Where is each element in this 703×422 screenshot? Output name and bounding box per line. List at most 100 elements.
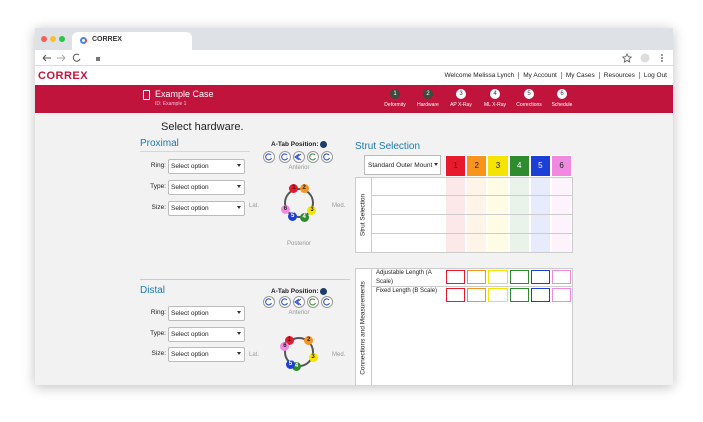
strut-header[interactable]: 1 — [445, 155, 467, 177]
field-label: Ring: — [150, 309, 166, 316]
med-label: Med. — [332, 203, 346, 209]
anterior-label: Anterior — [288, 165, 310, 171]
strut-header[interactable]: 3 — [487, 155, 509, 177]
reload[interactable] — [72, 53, 81, 62]
measure-input[interactable] — [467, 288, 487, 302]
measure-input[interactable] — [467, 270, 487, 284]
step-circle[interactable]: 6 — [557, 89, 567, 99]
atab-button[interactable] — [321, 296, 333, 308]
menu-dot[interactable] — [661, 54, 663, 56]
icon — [323, 153, 330, 161]
row-label: Adjustable Length (A Scale) — [376, 270, 432, 285]
tab-icon — [80, 37, 87, 44]
min-dot[interactable] — [50, 36, 56, 42]
strut-header[interactable]: 4 — [508, 155, 530, 177]
lat-label: Lat. — [249, 352, 260, 358]
ring-dot[interactable]: 6 — [280, 342, 290, 352]
strut-header[interactable]: 5 — [529, 155, 551, 177]
row-line — [372, 233, 573, 234]
measure-input[interactable] — [488, 288, 508, 302]
connections-label: Connections and Measurements — [359, 281, 367, 375]
nav-link[interactable]: My Account — [518, 72, 561, 79]
help-icon[interactable] — [320, 141, 327, 148]
field-label: Type: — [150, 183, 166, 190]
nav-link[interactable]: Log Out — [638, 72, 671, 79]
menu-dot[interactable] — [661, 60, 663, 62]
select[interactable]: Select option — [168, 306, 245, 321]
step-label: ML X-Ray — [483, 102, 507, 108]
measure-input[interactable] — [446, 270, 466, 284]
ring-dot[interactable]: 2 — [304, 336, 314, 345]
select[interactable]: Select option — [168, 326, 245, 342]
measure-input[interactable] — [509, 270, 529, 284]
ring-dot[interactable]: 4 — [299, 212, 309, 222]
star[interactable] — [621, 53, 633, 63]
atab-button[interactable] — [293, 296, 305, 308]
atab-button[interactable] — [293, 151, 305, 163]
nav-link[interactable]: My Cases — [560, 72, 599, 79]
icon — [281, 153, 288, 161]
measure-input[interactable] — [446, 288, 466, 302]
ring-dot[interactable]: 3 — [307, 206, 317, 215]
select[interactable]: Select option — [168, 159, 245, 174]
anterior-label: Anterior — [288, 310, 310, 316]
mount-select[interactable]: Standard Outer Mount — [364, 155, 441, 175]
nav-link[interactable]: Resources — [598, 72, 639, 79]
field-label: Type: — [150, 329, 166, 337]
tab-title: CORREX — [92, 36, 122, 43]
step-circle[interactable]: 5 — [524, 89, 534, 99]
ring-dot[interactable]: 4 — [291, 362, 301, 372]
atab-button[interactable] — [321, 151, 333, 163]
select[interactable]: Select option — [168, 180, 245, 195]
ring-dot[interactable]: 2 — [299, 184, 309, 194]
measure-input[interactable] — [488, 270, 508, 284]
select[interactable]: Select option — [168, 201, 245, 216]
max-dot[interactable] — [59, 36, 65, 42]
step-circle[interactable]: 2 — [423, 89, 433, 99]
strut-column — [552, 178, 572, 252]
icon — [281, 298, 288, 306]
close-dot[interactable] — [41, 36, 47, 42]
measure-input[interactable] — [552, 270, 572, 284]
select-caret — [237, 311, 241, 314]
step-circle[interactable]: 1 — [390, 89, 400, 99]
strut-header[interactable]: 6 — [551, 155, 573, 177]
ring-dot[interactable]: 5 — [285, 359, 295, 369]
step-label: Deformity — [384, 102, 406, 108]
help-icon[interactable] — [320, 288, 327, 295]
atab-button[interactable] — [279, 151, 291, 163]
field-label: Ring: — [150, 162, 166, 169]
ring — [284, 188, 314, 218]
measure-input[interactable] — [530, 270, 550, 284]
struts-title: Strut Selection — [355, 141, 421, 152]
measure-input[interactable] — [530, 288, 550, 302]
measure-input[interactable] — [509, 288, 529, 302]
step-circle[interactable]: 4 — [490, 89, 500, 99]
menu-dot[interactable] — [661, 57, 663, 59]
strut-header[interactable]: 2 — [466, 155, 488, 177]
profile[interactable] — [640, 53, 650, 63]
select[interactable]: Select option — [168, 347, 245, 362]
nav: Welcome Melissa Lynch My Account My Cases R… — [441, 72, 671, 79]
forward[interactable] — [57, 54, 66, 62]
atab-button[interactable] — [307, 151, 319, 163]
ring-dot[interactable]: 5 — [288, 212, 298, 222]
icon — [323, 298, 330, 306]
tab[interactable] — [72, 32, 192, 50]
select-caret — [237, 331, 241, 335]
measure-input[interactable] — [552, 288, 572, 302]
ring-dot[interactable]: 3 — [308, 352, 318, 362]
ring-dot[interactable]: 6 — [280, 204, 290, 214]
atab-button[interactable] — [279, 296, 291, 308]
ring-dot[interactable]: 1 — [289, 184, 299, 194]
step-circle[interactable]: 3 — [456, 89, 466, 99]
step-label: Schedule — [551, 102, 573, 108]
ring-dot[interactable]: 1 — [284, 336, 294, 345]
atab-button[interactable] — [263, 296, 275, 308]
logo[interactable]: CORREX — [38, 70, 89, 82]
atab-button[interactable] — [263, 151, 275, 163]
atab-button[interactable] — [307, 296, 319, 308]
lock — [96, 57, 100, 61]
back[interactable] — [42, 54, 51, 62]
atab-label: A-Tab Position: — [271, 288, 319, 295]
